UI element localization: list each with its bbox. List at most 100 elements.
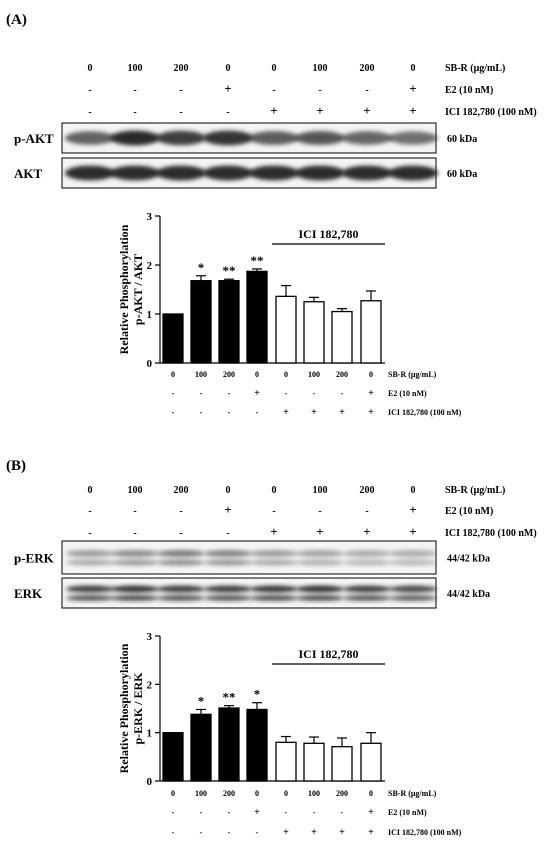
lane-header-value: 0 [272, 63, 277, 74]
x-row-value: + [368, 388, 374, 399]
blot-band [110, 165, 160, 181]
lane-header-value: - [226, 528, 229, 539]
x-row-value: 0 [171, 789, 175, 798]
x-row-value: - [172, 808, 175, 817]
blot-band [157, 595, 205, 601]
lane-header-value: 100 [313, 63, 328, 74]
blot-band [66, 550, 114, 557]
lane-header-label: SB-R (μg/mL) [445, 485, 505, 496]
y-tick-label: 0 [147, 358, 153, 370]
panel-a: (A)0 100 200 0 0 100 200 0 SB-R (μg/mL)- - - + - - - + E… [6, 12, 537, 418]
blot-band [250, 585, 298, 593]
x-row-value: 100 [195, 370, 207, 379]
y-tick-label: 2 [147, 260, 153, 272]
x-row-label: SB-R (μg/mL) [388, 789, 437, 798]
blot-band [296, 595, 344, 601]
x-row-value: - [200, 808, 203, 817]
blot-band [389, 559, 437, 566]
x-row-value: + [311, 827, 317, 838]
blot-size: 60 kDa [447, 169, 477, 180]
lane-header-value: - [179, 107, 182, 118]
x-row-value: 100 [195, 789, 207, 798]
x-row-value: 100 [308, 789, 320, 798]
ici-bracket-label: ICI 182,780 [298, 227, 358, 241]
lane-header-value: - [272, 506, 275, 517]
panel-b: (B)0 100 200 0 0 100 200 0 SB-R (μg/mL)- - - + - - - + E… [6, 458, 537, 838]
blot-band [204, 559, 252, 566]
lane-header-value: - [318, 506, 321, 517]
lane-header-value: + [316, 524, 323, 539]
blot-band [389, 585, 437, 593]
blot-band [343, 550, 391, 557]
blot-band [388, 131, 438, 145]
bar [331, 310, 353, 364]
lane-header-value: 0 [88, 485, 93, 496]
x-row-value: - [256, 408, 259, 417]
y-tick-label: 3 [147, 631, 153, 643]
blot-band [342, 131, 392, 145]
x-row-value: - [313, 389, 316, 398]
x-row-value: - [228, 828, 231, 837]
y-axis-label-line: p-AKT / AKT [131, 254, 145, 325]
x-row-value: - [285, 808, 288, 817]
x-row-label: E2 (10 nM) [388, 389, 427, 398]
x-row-value: 200 [336, 370, 348, 379]
bar [218, 707, 240, 782]
lane-header-label: ICI 182,780 (100 nM) [445, 528, 537, 539]
blot-akt [61, 157, 438, 189]
lane-header-value: + [224, 502, 231, 517]
lane-header-value: - [88, 85, 91, 96]
lane-header-value: 0 [226, 485, 231, 496]
significance-mark: ** [223, 690, 236, 705]
blot-band [250, 559, 298, 566]
x-row-value: + [339, 407, 345, 418]
lane-header-value: + [409, 524, 416, 539]
blot-band [343, 559, 391, 566]
lane-header-value: - [179, 506, 182, 517]
x-row-value: - [200, 389, 203, 398]
blot-band [296, 559, 344, 566]
blot-band [111, 595, 159, 601]
y-axis-label-line: p-ERK / ERK [131, 672, 145, 745]
lane-header-label: E2 (10 nM) [445, 85, 493, 96]
lane-header-value: - [318, 85, 321, 96]
bar [360, 300, 382, 364]
blot-band [389, 595, 437, 601]
bar [303, 301, 325, 364]
blot-band [110, 130, 160, 146]
lane-header-value: - [88, 107, 91, 118]
blot-size: 44/42 kDa [447, 589, 490, 600]
blot-band [343, 595, 391, 601]
y-tick-label: 0 [147, 776, 153, 788]
lane-header-value: + [363, 524, 370, 539]
lane-header-value: 0 [411, 63, 416, 74]
blot-band [204, 550, 252, 557]
x-row-value: - [228, 389, 231, 398]
bar [162, 732, 184, 782]
x-row-value: 200 [336, 789, 348, 798]
significance-mark: * [198, 693, 205, 708]
bar [218, 280, 240, 364]
significance-mark: ** [251, 253, 264, 268]
lane-header-value: + [409, 502, 416, 517]
x-row-label: ICI 182,780 (100 nM) [388, 408, 462, 417]
ici-bracket-label: ICI 182,780 [298, 647, 358, 661]
lane-header-value: 0 [88, 63, 93, 74]
x-row-value: - [200, 408, 203, 417]
panel-label: (A) [6, 12, 27, 28]
blot-band [204, 595, 252, 601]
x-row-value: 0 [255, 789, 259, 798]
lane-header-value: + [316, 103, 323, 118]
blot-band [343, 585, 391, 593]
significance-mark: * [198, 260, 205, 275]
y-tick-label: 1 [147, 728, 153, 740]
bar [162, 313, 184, 364]
y-axis-label: Relative Phosphorylationp-AKT / AKT [117, 224, 145, 354]
blot-name: ERK [14, 586, 43, 601]
x-row-value: 0 [171, 370, 175, 379]
blot-band [157, 559, 205, 566]
lane-header-value: 100 [313, 485, 328, 496]
